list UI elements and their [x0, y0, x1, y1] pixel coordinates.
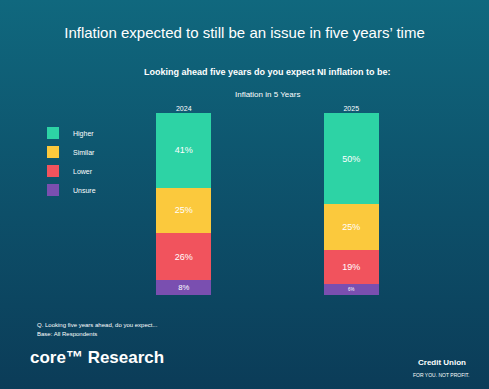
svg-text:FOR YOU. NOT PROFIT.: FOR YOU. NOT PROFIT.	[413, 372, 470, 378]
svg-text:Looking ahead five years do yo: Looking ahead five years do you expect N…	[144, 67, 391, 77]
svg-text:Inflation in 5 Years: Inflation in 5 Years	[235, 90, 300, 99]
svg-text:25%: 25%	[342, 222, 360, 232]
svg-text:2025: 2025	[343, 105, 359, 112]
svg-text:Base: All Respondents: Base: All Respondents	[37, 331, 97, 337]
svg-text:19%: 19%	[342, 262, 360, 272]
svg-text:26%: 26%	[175, 252, 193, 262]
svg-text:25%: 25%	[175, 205, 193, 215]
svg-text:8%: 8%	[178, 283, 189, 292]
svg-text:Higher: Higher	[73, 130, 94, 138]
svg-text:2024: 2024	[176, 105, 192, 112]
svg-text:core™ Research: core™ Research	[30, 348, 164, 367]
svg-text:Q. Looking five years ahead, d: Q. Looking five years ahead, do you expe…	[37, 322, 158, 328]
svg-text:6%: 6%	[348, 287, 354, 292]
svg-text:Lower: Lower	[73, 168, 93, 175]
svg-text:41%: 41%	[175, 145, 193, 155]
svg-text:Similar: Similar	[73, 149, 95, 156]
svg-text:50%: 50%	[342, 154, 360, 164]
svg-text:Credit Union: Credit Union	[418, 358, 466, 367]
svg-text:Unsure: Unsure	[73, 187, 96, 194]
svg-text:Inflation expected to still be: Inflation expected to still be an issue …	[64, 24, 424, 41]
